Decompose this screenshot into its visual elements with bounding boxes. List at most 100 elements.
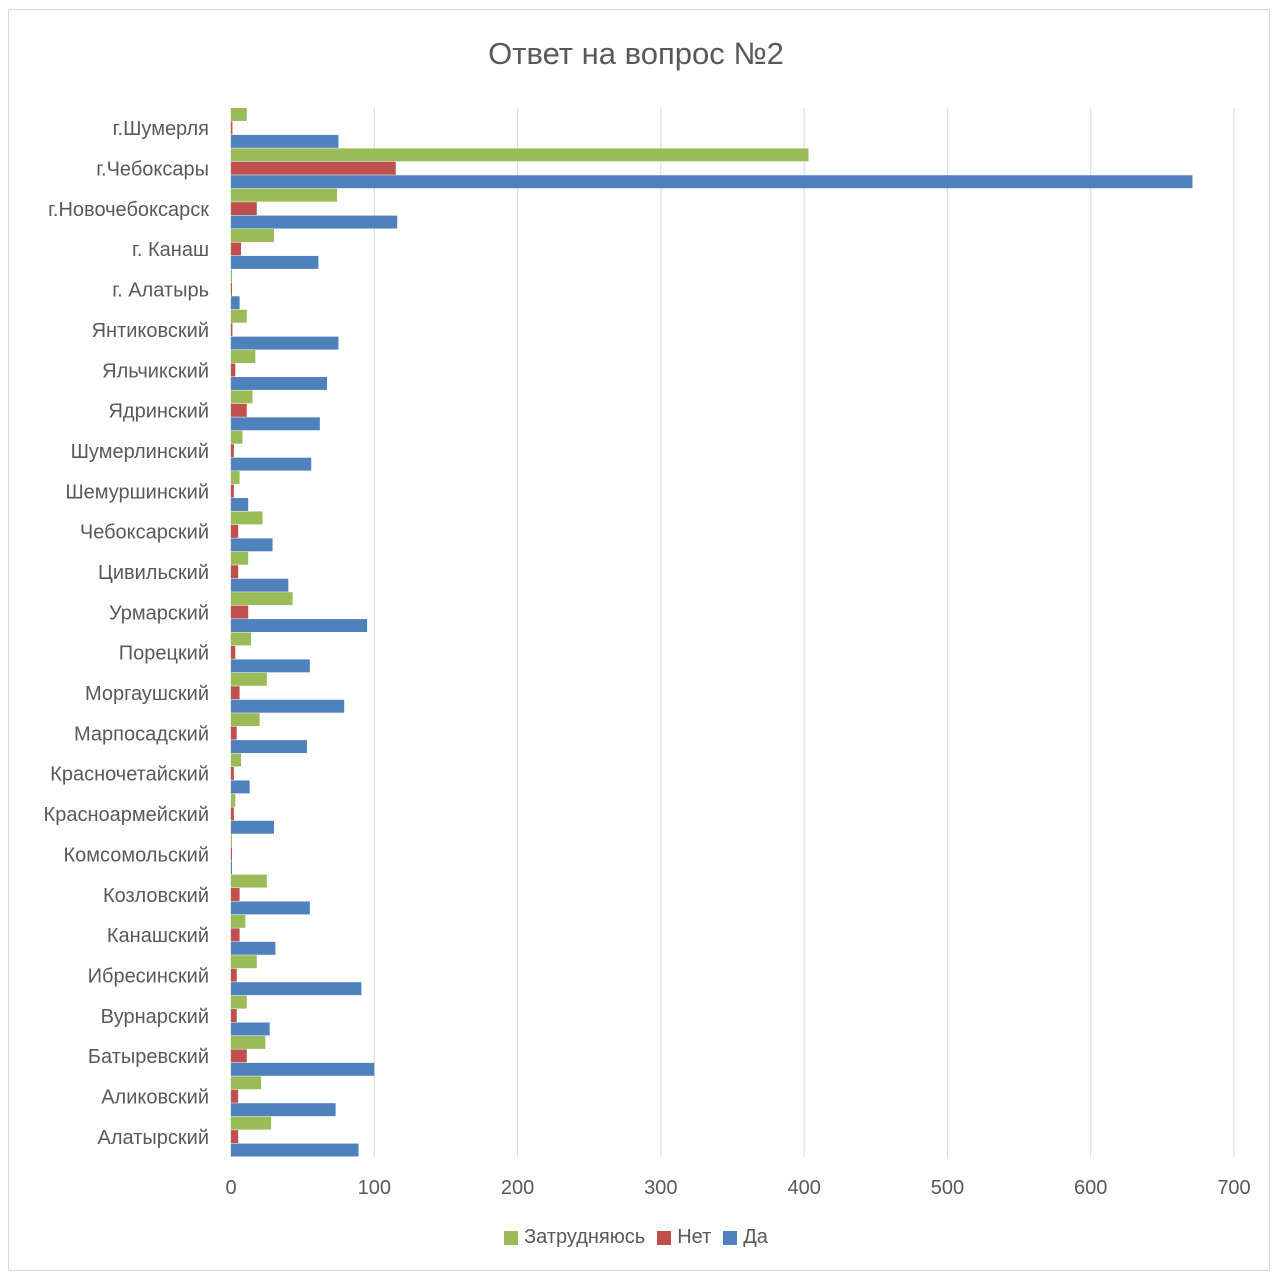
legend-item-da: Да: [723, 1226, 768, 1249]
bar-0: [231, 1076, 262, 1090]
category-label: Красноармейский: [44, 804, 209, 826]
bar-2: [231, 175, 1193, 189]
category-label: г.Новочебоксарск: [48, 199, 209, 221]
bar-2: [231, 941, 276, 955]
category-label: г. Алатырь: [112, 280, 209, 302]
bar-1: [231, 323, 233, 337]
legend: Затрудняюсь Нет Да: [0, 1226, 1272, 1249]
legend-swatch-zatrudnyayus: [504, 1230, 519, 1245]
bar-0: [231, 753, 242, 767]
category-label: Марпосадский: [74, 723, 209, 745]
category-label: Ядринский: [108, 401, 209, 423]
bar-0: [231, 874, 267, 888]
bar-0: [231, 471, 240, 485]
bar-0: [231, 148, 809, 162]
bar-1: [231, 1009, 237, 1023]
legend-item-net: Нет: [657, 1226, 711, 1249]
legend-swatch-net: [657, 1230, 672, 1245]
bar-1: [231, 524, 239, 538]
bar-2: [231, 498, 249, 511]
category-label: Шумерлинский: [71, 441, 209, 463]
bar-2: [231, 215, 398, 229]
category-label: г.Чебоксары: [96, 159, 209, 181]
bar-2: [231, 699, 345, 713]
bar-1: [231, 928, 240, 942]
bar-1: [231, 1089, 239, 1103]
bar-1: [231, 766, 234, 780]
category-label: Ибресинский: [88, 965, 209, 987]
bar-1: [231, 444, 234, 458]
x-tick-label: 600: [1074, 1177, 1107, 1199]
bar-1: [231, 1049, 247, 1063]
legend-swatch-da: [723, 1230, 738, 1245]
bar-0: [231, 914, 246, 928]
category-label: Батыревский: [88, 1046, 209, 1068]
bar-1: [231, 847, 232, 861]
bar-1: [231, 403, 247, 417]
bar-2: [231, 578, 289, 592]
bar-2: [231, 296, 240, 310]
bar-1: [231, 807, 234, 821]
bar-0: [231, 430, 243, 444]
bar-2: [231, 417, 320, 431]
category-label: Вурнарский: [101, 1006, 209, 1028]
x-tick-label: 300: [644, 1177, 677, 1199]
bar-2: [231, 659, 310, 673]
bar-2: [231, 336, 339, 350]
category-label: Моргаушский: [85, 683, 209, 705]
bar-0: [231, 713, 260, 727]
category-label: Козловский: [103, 885, 209, 907]
bar-0: [231, 511, 263, 525]
bar-1: [231, 282, 232, 296]
bar-0: [231, 229, 274, 242]
x-tick-label: 500: [931, 1177, 964, 1199]
bar-0: [231, 1116, 272, 1130]
bar-1: [231, 888, 240, 901]
bar-0: [231, 995, 247, 1009]
bar-0: [231, 592, 293, 606]
legend-item-zatrudnyayus: Затрудняюсь: [504, 1226, 645, 1249]
bar-1: [231, 686, 240, 700]
chart-area: [8, 9, 1270, 1271]
bar-1: [231, 161, 396, 175]
bar-0: [231, 1035, 266, 1049]
bar-2: [231, 901, 310, 915]
bar-0: [231, 793, 236, 807]
bar-1: [231, 1130, 239, 1144]
bar-2: [231, 740, 307, 754]
x-tick-label: 400: [787, 1177, 820, 1199]
category-label: г.Шумерля: [113, 118, 209, 140]
bar-2: [231, 538, 273, 552]
x-tick-label: 200: [501, 1177, 534, 1199]
bar-0: [231, 955, 257, 969]
x-tick-label: 0: [225, 1177, 236, 1199]
category-label: Чебоксарский: [80, 522, 209, 544]
bar-2: [231, 619, 368, 632]
bar-0: [231, 834, 232, 848]
bar-1: [231, 605, 249, 619]
bar-1: [231, 968, 237, 982]
bar-0: [231, 390, 253, 404]
bar-0: [231, 350, 256, 364]
legend-label-zatrudnyayus: Затрудняюсь: [524, 1226, 646, 1248]
category-label: г. Канаш: [132, 239, 209, 261]
bar-2: [231, 255, 319, 269]
bar-2: [231, 982, 362, 996]
category-label: Канашский: [107, 925, 209, 947]
category-label: Шемуршинский: [65, 481, 209, 503]
bar-0: [231, 188, 338, 202]
category-label: Урмарский: [109, 602, 209, 624]
bar-1: [231, 242, 242, 256]
bar-2: [231, 1103, 336, 1117]
bar-2: [231, 457, 312, 471]
bar-0: [231, 672, 267, 686]
category-label: Порецкий: [119, 643, 209, 665]
bar-1: [231, 363, 236, 377]
bar-1: [231, 121, 233, 135]
bar-0: [231, 269, 232, 283]
bar-1: [231, 565, 239, 579]
bar-0: [231, 108, 247, 121]
category-label: Красночетайский: [50, 764, 209, 786]
bar-2: [231, 134, 339, 148]
